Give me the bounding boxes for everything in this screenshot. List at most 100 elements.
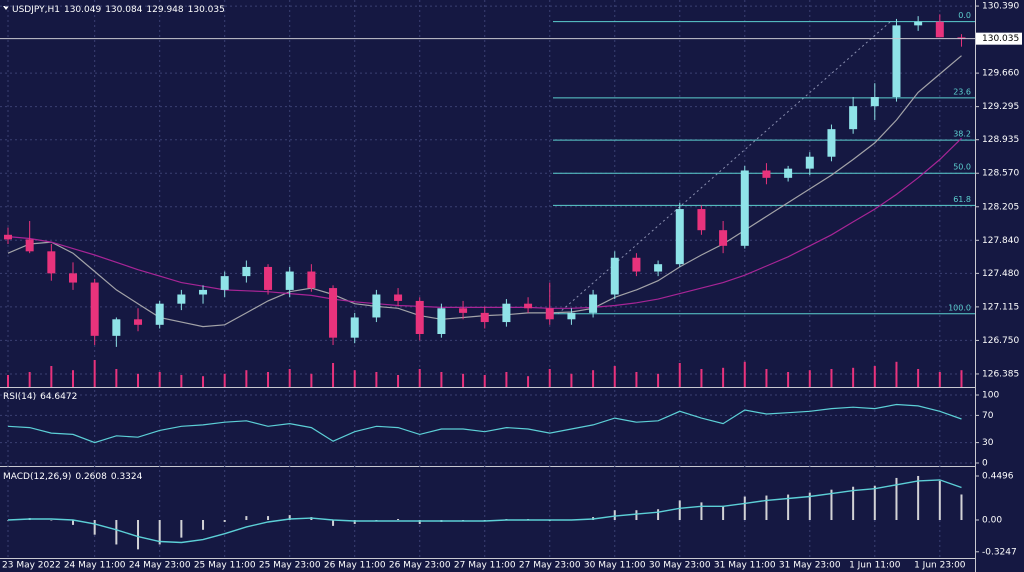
- macd-histogram-bar: [180, 520, 183, 538]
- x-tick-label: 25 May 23:00: [259, 561, 321, 571]
- y-tick-label: 0.4496: [982, 472, 1014, 482]
- macd-histogram-bar: [635, 510, 638, 521]
- candle-body: [112, 319, 121, 336]
- y-tick-label: 126.385: [982, 369, 1019, 379]
- macd-histogram-bar: [7, 520, 9, 521]
- candle-body: [394, 294, 403, 301]
- macd-histogram-bar: [613, 510, 616, 521]
- volume-bar: [310, 373, 313, 387]
- macd-signal-line: [7, 479, 962, 544]
- volume-bar: [223, 373, 226, 387]
- y-tick-label: 127.115: [982, 302, 1019, 312]
- candle-body: [610, 257, 619, 295]
- macd-histogram-bar: [765, 495, 768, 521]
- volume-bar: [808, 370, 811, 387]
- candle-body: [415, 300, 424, 334]
- candle-body: [242, 266, 251, 277]
- volume-bar: [483, 375, 486, 387]
- candle-body: [870, 97, 879, 107]
- volume-bar: [873, 366, 876, 387]
- candle-body: [935, 21, 944, 38]
- volume-bar: [700, 369, 703, 387]
- x-tick-label: 26 May 11:00: [324, 561, 386, 571]
- macd-histogram-bar: [895, 477, 898, 521]
- volume-bar: [635, 372, 638, 387]
- y-tick-label: 70: [982, 411, 994, 421]
- candle-body: [567, 312, 576, 320]
- volume-bar: [440, 372, 443, 387]
- candle-body: [827, 129, 836, 157]
- x-tick-label: 30 May 23:00: [649, 561, 711, 571]
- panel-title: MACD(12,26,9) 0.2608 0.3324: [3, 472, 143, 482]
- candle-body: [589, 294, 598, 313]
- macd-histogram-bar: [375, 520, 378, 521]
- volume-bar: [245, 370, 248, 387]
- candle-body: [350, 317, 359, 338]
- title-part: MACD(12,26,9): [3, 472, 71, 482]
- x-tick-label: 24 May 11:00: [64, 561, 126, 571]
- macd-histogram-bar: [137, 520, 140, 550]
- volume-bar: [960, 370, 963, 387]
- y-tick-label: 0: [982, 459, 988, 469]
- macd-histogram-bar: [397, 519, 400, 521]
- y-tick-label: 128.205: [982, 202, 1019, 212]
- volume-bar: [743, 361, 746, 387]
- rsi-line: [7, 403, 962, 444]
- macd-histogram-bar: [700, 502, 703, 521]
- y-tick-label: 0.00: [982, 516, 1002, 526]
- macd-histogram-bar: [115, 520, 118, 545]
- candle-body: [285, 271, 294, 290]
- candle-body: [502, 303, 511, 323]
- macd-histogram-bar: [960, 494, 963, 521]
- macd-histogram-bar: [938, 480, 941, 521]
- fib-label: 61.8: [953, 195, 971, 204]
- title-part: 0.2608: [75, 472, 107, 482]
- candle-body: [675, 209, 684, 265]
- candle-body: [25, 239, 34, 252]
- volume-bar: [180, 375, 183, 387]
- title-part: RSI(14): [3, 392, 36, 402]
- candle-body: [307, 271, 316, 289]
- macd-histogram-bar: [50, 520, 53, 521]
- volume-bar: [267, 372, 270, 387]
- fib-label: 50.0: [953, 163, 971, 172]
- x-tick-label: 23 May 2022: [2, 561, 61, 571]
- y-tick-label: 130.390: [982, 2, 1019, 12]
- panel-title: RSI(14) 64.6472: [3, 392, 77, 402]
- volume-bar: [288, 369, 291, 387]
- title-part: USDJPY,H1: [12, 5, 60, 15]
- volume-bar: [570, 373, 573, 387]
- fib-label: 38.2: [953, 130, 971, 139]
- volume-bar: [93, 360, 96, 387]
- current-price-label: 130.035: [982, 34, 1019, 44]
- fib-label: 23.6: [953, 87, 971, 96]
- title-part: 130.035: [188, 5, 225, 15]
- y-tick-label: 127.840: [982, 236, 1019, 246]
- x-tick-label: 27 May 11:00: [454, 561, 516, 571]
- volume-bar: [375, 372, 378, 387]
- volume-bar: [115, 369, 118, 387]
- macd-histogram-bar: [353, 520, 356, 524]
- panel-title: USDJPY,H1 130.049 130.084 129.948 130.035: [12, 5, 225, 15]
- candle-body: [654, 264, 663, 272]
- current-price-box: [976, 32, 1022, 45]
- volume-bar: [505, 372, 508, 387]
- volume-bar: [895, 361, 898, 387]
- macd-histogram-bar: [202, 520, 205, 530]
- volume-bar: [418, 369, 421, 387]
- y-tick-label: 100: [982, 391, 999, 401]
- x-tick-label: 27 May 23:00: [519, 561, 581, 571]
- volume-bar: [830, 369, 833, 387]
- candle-body: [892, 25, 901, 98]
- candle-body: [740, 170, 749, 246]
- candle-body: [134, 319, 143, 325]
- volume-bar: [28, 372, 31, 387]
- title-part: 130.084: [105, 5, 142, 15]
- volume-bar: [917, 369, 920, 387]
- macd-histogram-bar: [245, 516, 248, 521]
- candle-body: [437, 308, 446, 334]
- candle-body: [177, 294, 186, 304]
- volume-bar: [397, 375, 400, 387]
- candle-body: [155, 303, 164, 325]
